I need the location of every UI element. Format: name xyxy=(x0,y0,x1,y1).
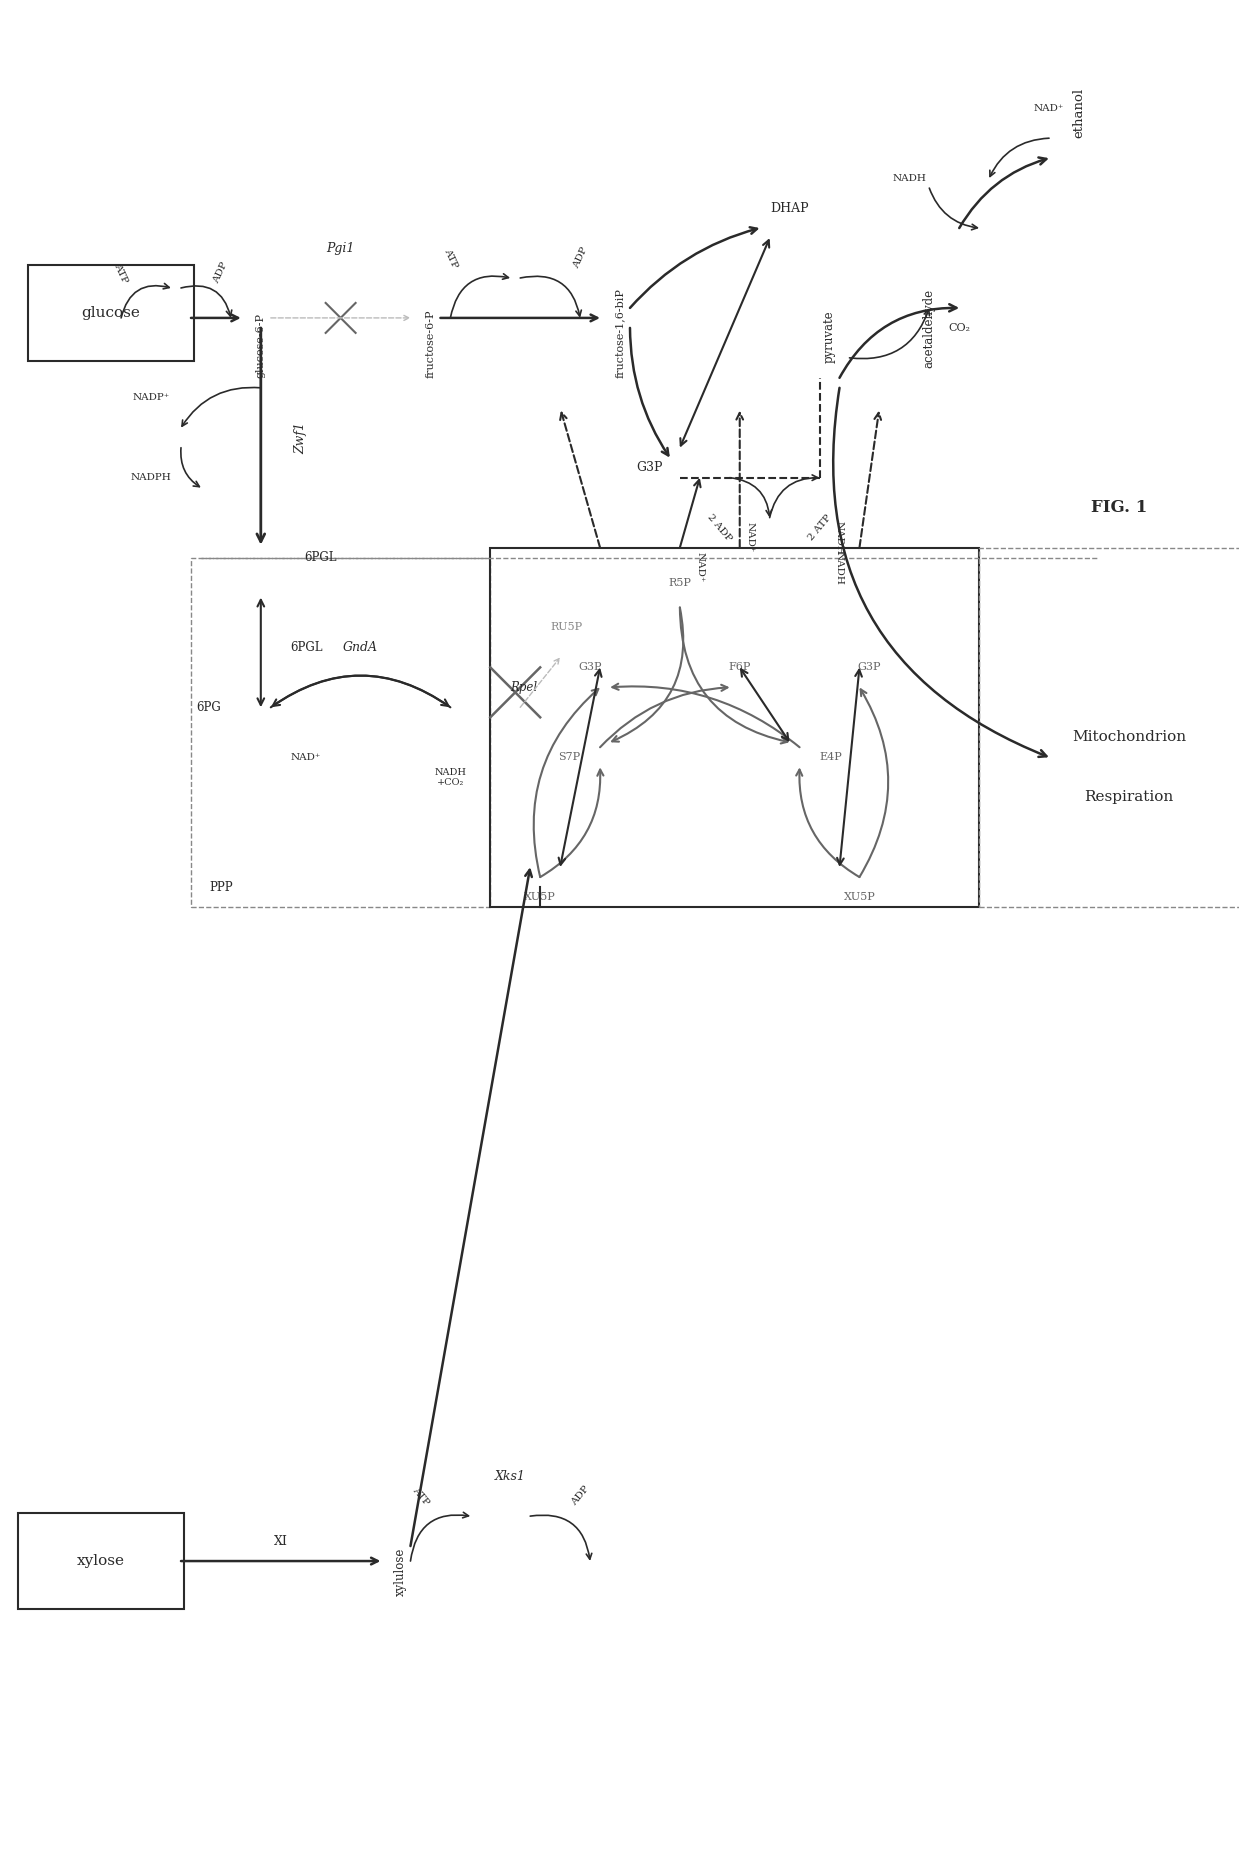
Text: NADH: NADH xyxy=(893,173,926,182)
Text: ADP: ADP xyxy=(569,1484,590,1508)
Text: ATP: ATP xyxy=(410,1486,430,1508)
Text: NADP⁺: NADP⁺ xyxy=(133,394,170,403)
Text: fructose-6-P: fructose-6-P xyxy=(425,310,435,377)
Text: PPP: PPP xyxy=(210,880,233,893)
Text: F6P: F6P xyxy=(729,663,751,672)
Text: ethanol: ethanol xyxy=(1073,87,1085,137)
Text: XI: XI xyxy=(274,1534,288,1547)
Bar xyxy=(191,557,490,906)
Text: glucose: glucose xyxy=(82,306,140,319)
Text: NAD⁺: NAD⁺ xyxy=(1034,104,1064,113)
Text: NAD⁺: NAD⁺ xyxy=(290,752,321,761)
Bar xyxy=(980,548,1240,906)
Text: Pgi1: Pgi1 xyxy=(326,241,355,254)
Text: 6PGL: 6PGL xyxy=(305,552,337,565)
Text: fructose-1,6-biP: fructose-1,6-biP xyxy=(615,288,625,377)
Text: RU5P: RU5P xyxy=(551,622,583,633)
Text: G3P: G3P xyxy=(636,461,663,474)
Text: NAD⁺: NAD⁺ xyxy=(745,522,754,553)
Text: FIG. 1: FIG. 1 xyxy=(1091,500,1147,516)
Text: pyruvate: pyruvate xyxy=(823,310,836,362)
Text: G3P: G3P xyxy=(578,663,601,672)
Text: XU5P: XU5P xyxy=(843,891,875,903)
Text: ATP: ATP xyxy=(441,247,459,269)
Text: Zwf1: Zwf1 xyxy=(294,422,308,453)
Text: NADH: NADH xyxy=(835,520,844,555)
Text: 2 ADP: 2 ADP xyxy=(706,513,734,542)
Text: NADPH: NADPH xyxy=(130,474,171,483)
Text: E4P: E4P xyxy=(820,752,842,761)
Text: Xks1: Xks1 xyxy=(495,1469,526,1482)
FancyBboxPatch shape xyxy=(19,1513,184,1608)
Text: 6PGL: 6PGL xyxy=(290,641,324,654)
Text: acetaldehyde: acetaldehyde xyxy=(923,288,936,368)
Text: 6PG: 6PG xyxy=(196,700,221,713)
Text: R5P: R5P xyxy=(668,578,692,587)
Text: DHAP: DHAP xyxy=(770,202,808,215)
Text: ATP: ATP xyxy=(113,262,130,284)
Text: NAD⁺: NAD⁺ xyxy=(696,552,704,583)
Text: CO₂: CO₂ xyxy=(949,323,970,332)
Text: Rpel: Rpel xyxy=(510,682,537,695)
Text: Respiration: Respiration xyxy=(1084,791,1173,804)
Text: XU5P: XU5P xyxy=(525,891,556,903)
Text: ADP: ADP xyxy=(572,245,589,269)
Bar xyxy=(490,548,980,906)
Text: Mitochondrion: Mitochondrion xyxy=(1071,730,1185,745)
Text: NADH: NADH xyxy=(835,552,844,585)
Text: 2 ATP: 2 ATP xyxy=(806,513,833,542)
Text: glucose-6-P: glucose-6-P xyxy=(255,312,265,377)
Text: NADH
+CO₂: NADH +CO₂ xyxy=(434,767,466,787)
Text: S7P: S7P xyxy=(558,752,580,761)
Text: xylulose: xylulose xyxy=(394,1547,407,1595)
Text: xylose: xylose xyxy=(77,1554,125,1567)
Text: G3P: G3P xyxy=(858,663,882,672)
Text: ADP: ADP xyxy=(212,260,229,286)
FancyBboxPatch shape xyxy=(29,266,193,360)
Text: GndA: GndA xyxy=(343,641,378,654)
